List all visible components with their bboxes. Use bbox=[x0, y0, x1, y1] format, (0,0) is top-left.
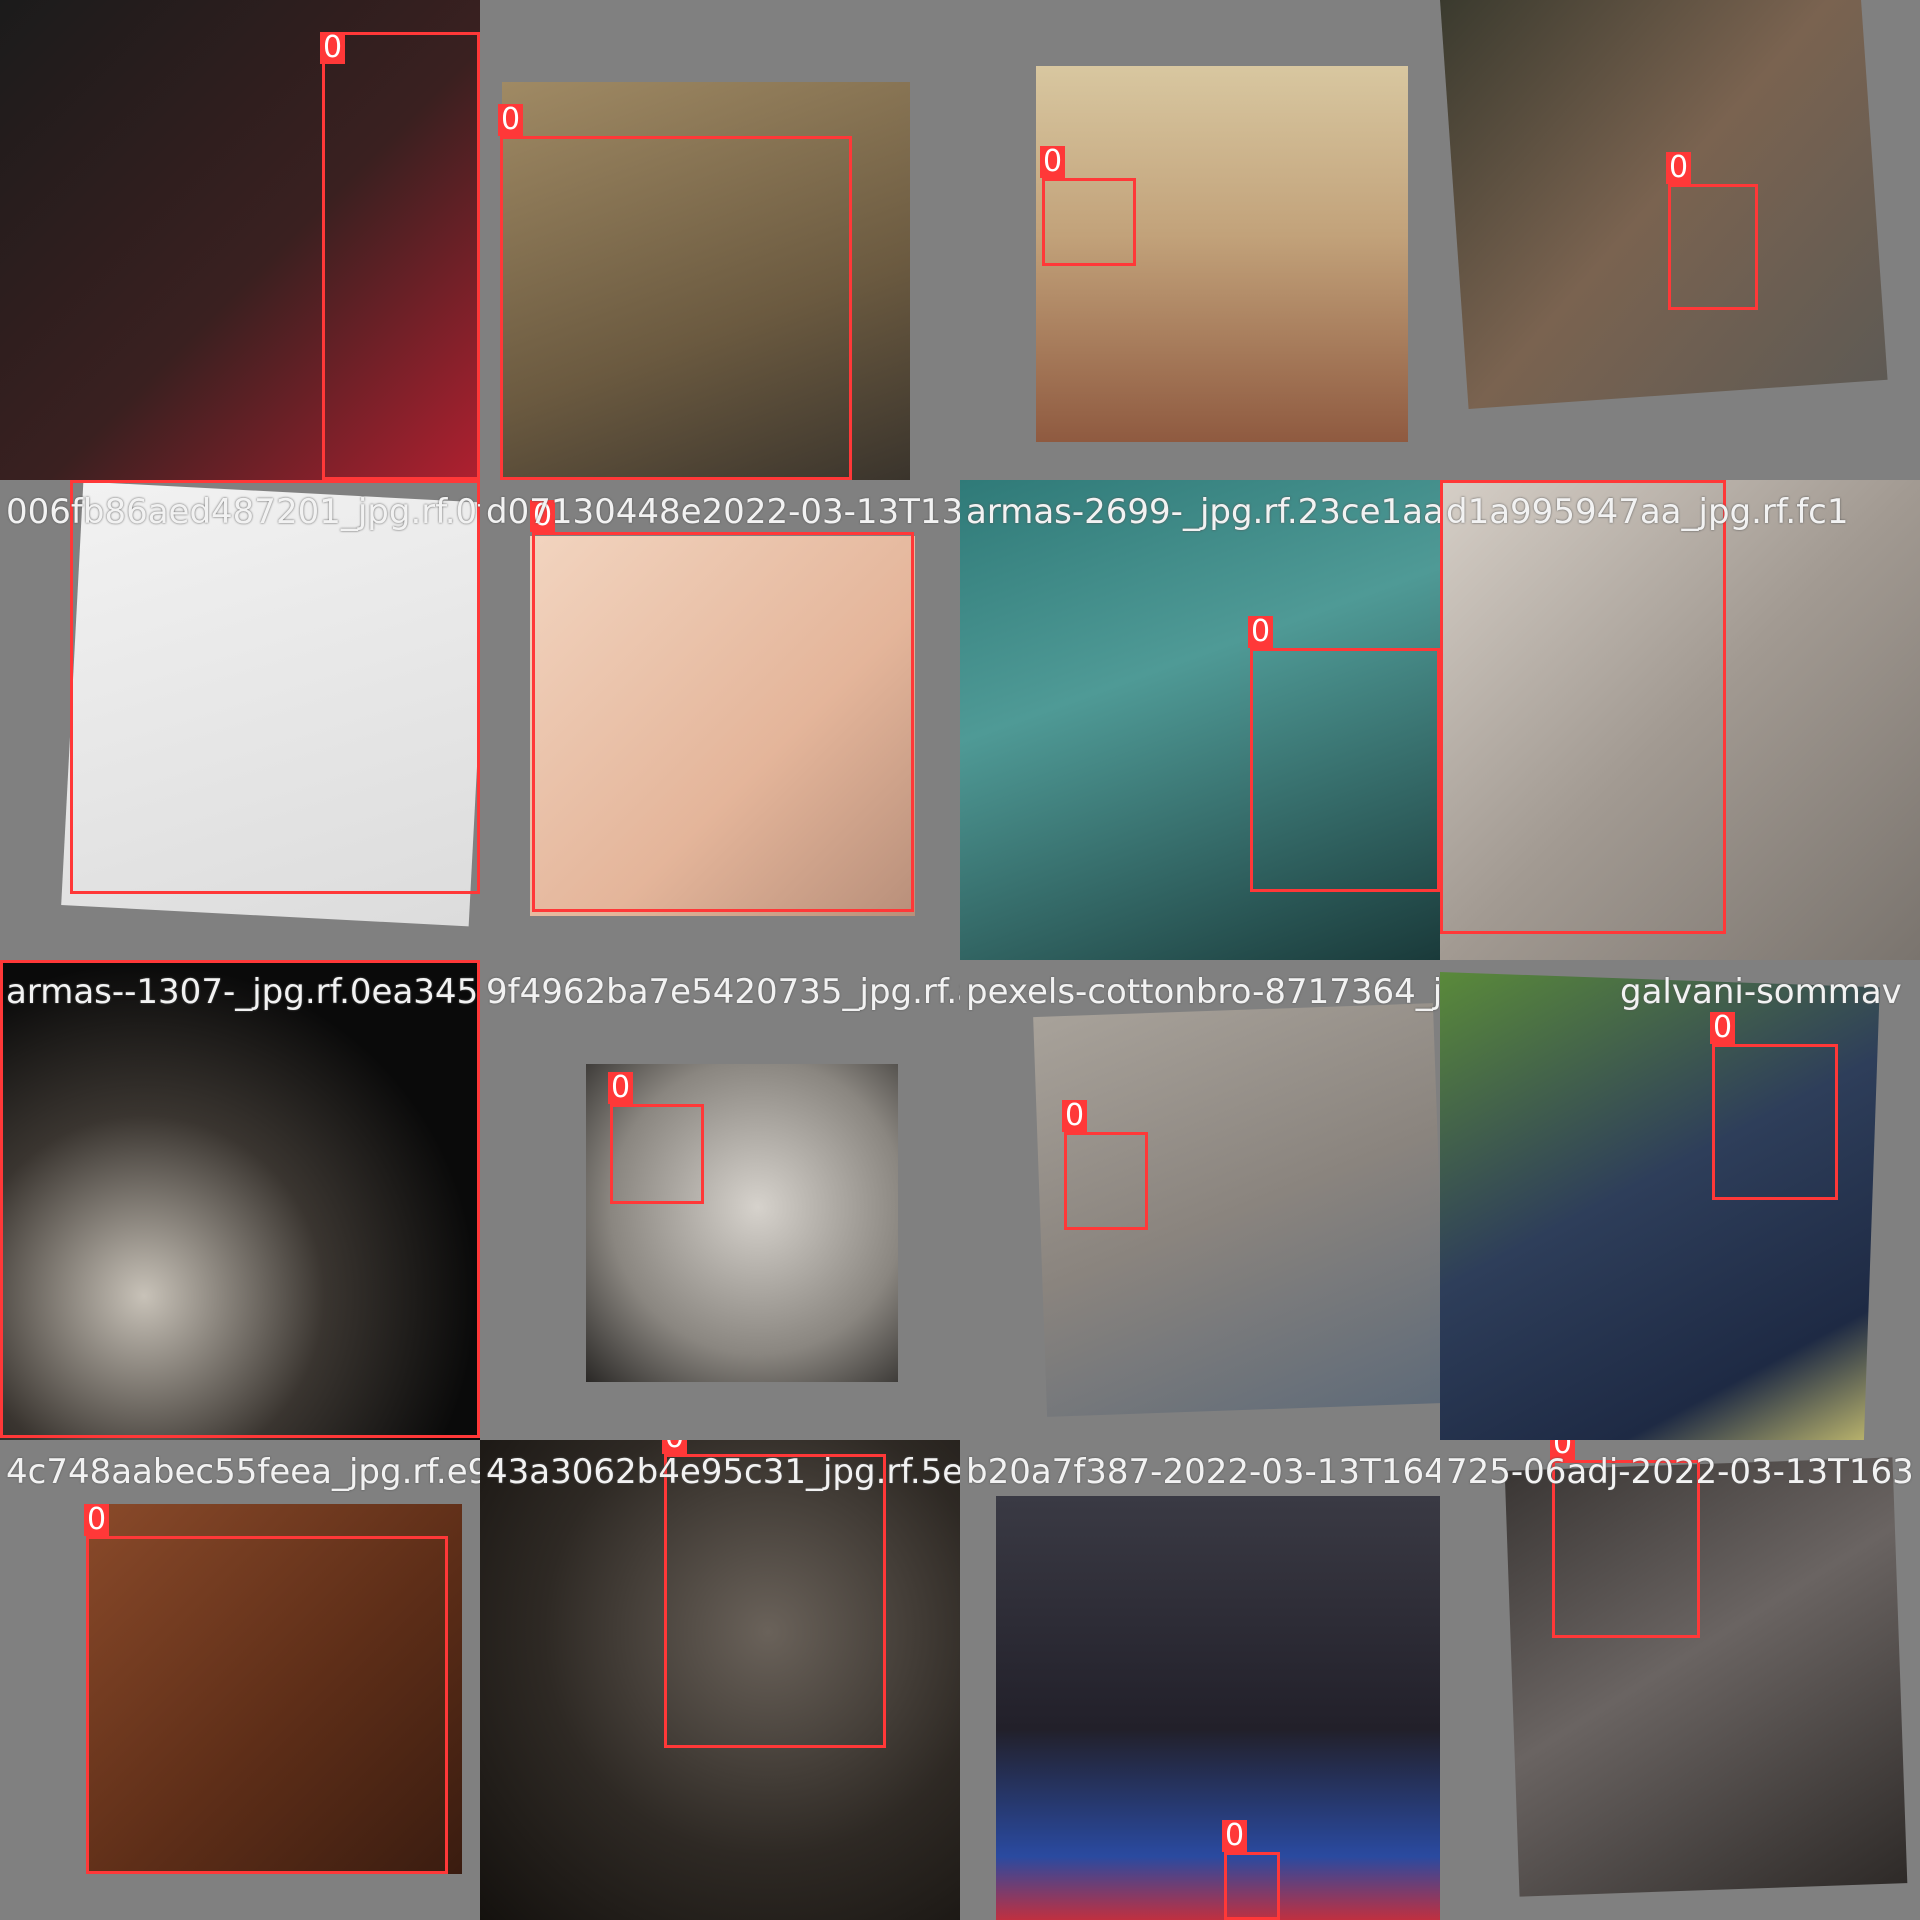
detection-box bbox=[1064, 1132, 1148, 1230]
tile-filename: galvani-sommav bbox=[1620, 972, 1902, 1012]
detection-box bbox=[500, 136, 852, 480]
mosaic-tile-13: 0 4c748aabec55feea_jpg.rf.e9 bbox=[0, 1440, 480, 1920]
tile-photo bbox=[1036, 66, 1408, 442]
detection-class-label: 0 bbox=[608, 1072, 634, 1104]
detection-box bbox=[664, 1454, 886, 1748]
mosaic-tile-7: 0 armas-2699-_jpg.rf.23ce1aa0 bbox=[960, 480, 1440, 960]
mosaic-tile-5: 0 006fb86aed487201_jpg.rf.0fa bbox=[0, 480, 480, 960]
tile-photo bbox=[88, 1504, 462, 1874]
mosaic-tile-15: 0 b20a7f387-2022-03-13T164 bbox=[960, 1440, 1440, 1920]
tile-photo bbox=[586, 1064, 898, 1382]
mosaic-tile-9: 0 armas--1307-_jpg.rf.0ea345 bbox=[0, 960, 480, 1440]
detection-box bbox=[1712, 1044, 1838, 1200]
tile-filename: armas--1307-_jpg.rf.0ea345 bbox=[6, 972, 479, 1012]
tile-filename: 4c748aabec55feea_jpg.rf.e9 bbox=[6, 1452, 480, 1492]
tile-filename: pexels-cottonbro-8717364_j bbox=[966, 972, 1440, 1012]
mosaic-tile-2: 0 bbox=[480, 0, 960, 480]
tile-photo bbox=[0, 960, 480, 1440]
tile-photo bbox=[530, 536, 915, 916]
detection-box bbox=[86, 1536, 448, 1874]
mosaic-tile-3: 0 bbox=[960, 0, 1440, 480]
tile-photo bbox=[0, 0, 480, 480]
mosaic-tile-10: 0 9f4962ba7e5420735_jpg.rf.a bbox=[480, 960, 960, 1440]
tile-filename: d1a995947aa_jpg.rf.fc1 bbox=[1446, 492, 1849, 532]
detection-box bbox=[1250, 648, 1440, 892]
detection-box bbox=[1552, 1460, 1700, 1638]
mosaic-tile-8: 0 d1a995947aa_jpg.rf.fc1 bbox=[1440, 480, 1920, 960]
detection-box bbox=[1440, 480, 1726, 934]
mosaic-tile-1: 0 bbox=[0, 0, 480, 480]
detection-box bbox=[610, 1104, 704, 1204]
tile-photo bbox=[996, 1496, 1440, 1920]
detection-class-label: 0 bbox=[530, 500, 556, 532]
detection-class-label: 0 bbox=[662, 1440, 688, 1454]
tile-photo bbox=[480, 1440, 960, 1920]
detection-class-label: 0 bbox=[84, 1504, 110, 1536]
detection-class-label: 0 bbox=[1062, 1100, 1088, 1132]
tile-filename: 9f4962ba7e5420735_jpg.rf.a bbox=[486, 972, 960, 1012]
detection-box bbox=[322, 32, 480, 480]
detection-class-label: 0 bbox=[1222, 1820, 1248, 1852]
detection-class-label: 0 bbox=[1666, 152, 1692, 184]
tile-filename: 006fb86aed487201_jpg.rf.0fa bbox=[6, 492, 480, 532]
tile-photo bbox=[1440, 0, 1888, 410]
tile-filename: armas-2699-_jpg.rf.23ce1aa0 bbox=[966, 492, 1440, 532]
mosaic-tile-6: 0 d07130448e2022-03-13T134 bbox=[480, 480, 960, 960]
detection-class-label: 0 bbox=[498, 104, 524, 136]
tile-filename: d07130448e2022-03-13T134 bbox=[486, 492, 960, 532]
tile-photo bbox=[502, 82, 910, 480]
tile-filename: b20a7f387-2022-03-13T164 bbox=[966, 1452, 1440, 1492]
tile-filename: 43a3062b4e95c31_jpg.rf.5e bbox=[486, 1452, 960, 1492]
detection-class-label: 0 bbox=[320, 32, 346, 64]
tile-photo bbox=[1440, 972, 1880, 1440]
detection-box bbox=[1668, 184, 1758, 310]
tile-photo bbox=[960, 480, 1440, 960]
mosaic-tile-16: 0 725-06adj-2022-03-13T163 bbox=[1440, 1440, 1920, 1920]
detection-box bbox=[1042, 178, 1136, 266]
detection-class-label: 0 bbox=[1040, 146, 1066, 178]
detection-class-label: 0 bbox=[1710, 1012, 1736, 1044]
tile-filename: 725-06adj-2022-03-13T163 bbox=[1446, 1452, 1914, 1492]
mosaic-tile-12: 0 galvani-sommav bbox=[1440, 960, 1920, 1440]
tile-photo bbox=[1440, 480, 1920, 960]
detection-box bbox=[1224, 1852, 1280, 1920]
detection-box bbox=[0, 960, 480, 1438]
detection-box bbox=[70, 480, 480, 894]
detection-class-label: 0 bbox=[1550, 1440, 1576, 1460]
mosaic-tile-14: 0 43a3062b4e95c31_jpg.rf.5e bbox=[480, 1440, 960, 1920]
mosaic-tile-11: 0 pexels-cottonbro-8717364_j bbox=[960, 960, 1440, 1440]
detection-class-label: 0 bbox=[1248, 616, 1274, 648]
detection-box bbox=[532, 532, 914, 912]
mosaic-tile-4: 0 bbox=[1440, 0, 1920, 480]
